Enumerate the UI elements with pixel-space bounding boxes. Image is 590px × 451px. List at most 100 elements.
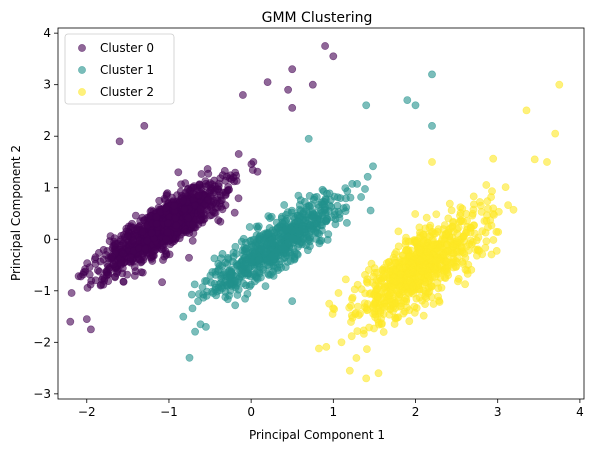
data-point: [305, 237, 314, 246]
data-point: [224, 253, 232, 262]
data-point: [126, 253, 135, 262]
data-point: [379, 328, 388, 336]
y-tick-label: 1: [43, 181, 51, 195]
data-point: [237, 237, 246, 246]
data-point: [352, 354, 361, 362]
data-point: [412, 294, 421, 303]
data-point: [137, 268, 146, 277]
data-point: [288, 104, 297, 112]
data-point: [194, 191, 203, 200]
data-point: [353, 327, 362, 335]
data-point: [152, 213, 161, 221]
data-point: [435, 296, 443, 305]
data-point: [415, 233, 424, 242]
data-point: [123, 270, 132, 279]
data-point: [185, 253, 193, 262]
data-point: [130, 271, 139, 280]
y-tick-label: 0: [43, 232, 51, 246]
data-point: [172, 221, 181, 230]
data-point: [288, 234, 296, 242]
data-point: [100, 274, 109, 283]
series-0: [66, 42, 338, 334]
data-point: [361, 270, 369, 279]
data-point: [484, 204, 492, 213]
data-point: [478, 227, 487, 235]
data-point: [328, 213, 336, 222]
data-point: [231, 301, 240, 310]
data-point: [159, 256, 167, 264]
data-point: [304, 134, 313, 143]
data-point: [342, 218, 351, 227]
data-point: [118, 239, 127, 248]
data-point: [453, 277, 462, 286]
legend-marker: [78, 44, 86, 52]
data-point: [361, 185, 369, 193]
data-point: [325, 299, 334, 308]
data-point: [428, 122, 436, 130]
data-point: [295, 240, 304, 248]
data-point: [405, 317, 414, 326]
data-point: [220, 268, 229, 277]
data-point: [246, 280, 255, 289]
data-point: [441, 230, 450, 239]
data-point: [432, 256, 441, 265]
data-point: [262, 247, 271, 256]
data-point: [188, 220, 197, 229]
data-point: [347, 318, 355, 326]
data-point: [487, 250, 496, 259]
x-axis-label: Principal Component 1: [249, 428, 385, 442]
data-point: [476, 201, 485, 210]
data-point: [483, 211, 491, 220]
legend-label: Cluster 1: [100, 63, 154, 77]
legend-label: Cluster 0: [100, 41, 154, 55]
data-point: [314, 210, 323, 219]
data-point: [466, 236, 475, 245]
data-point: [385, 291, 393, 299]
data-point: [403, 96, 412, 104]
data-point: [279, 219, 287, 228]
data-point: [119, 249, 128, 258]
data-point: [348, 293, 357, 302]
data-point: [305, 191, 314, 200]
data-point: [214, 182, 223, 191]
data-point: [161, 204, 170, 212]
data-point: [555, 80, 564, 89]
data-point: [481, 243, 490, 252]
data-point: [263, 256, 272, 265]
data-point: [233, 291, 242, 299]
data-point: [179, 312, 188, 321]
data-point: [117, 259, 125, 268]
legend-label: Cluster 2: [100, 85, 154, 99]
data-point: [251, 241, 260, 250]
data-point: [460, 232, 468, 241]
data-point: [91, 276, 100, 285]
data-point: [184, 214, 193, 222]
data-point: [353, 280, 362, 289]
data-point: [182, 228, 191, 237]
data-point: [268, 239, 277, 248]
data-point: [482, 237, 491, 246]
data-point: [431, 229, 440, 238]
data-point: [444, 214, 453, 223]
data-point: [421, 289, 430, 298]
data-point: [198, 283, 207, 292]
data-point: [408, 281, 417, 290]
data-point: [482, 181, 491, 189]
data-point: [223, 295, 232, 304]
data-point: [238, 246, 247, 255]
data-point: [469, 192, 478, 201]
data-point: [288, 65, 297, 74]
data-point: [204, 169, 213, 178]
data-point: [333, 201, 342, 210]
data-point: [210, 176, 219, 185]
data-point: [408, 268, 417, 277]
data-point: [163, 189, 172, 197]
data-point: [175, 234, 184, 243]
data-point: [129, 236, 137, 245]
data-point: [147, 229, 156, 237]
data-point: [246, 237, 255, 246]
series-1: [179, 70, 436, 362]
data-point: [449, 242, 457, 251]
data-point: [322, 342, 331, 351]
data-point: [225, 185, 233, 194]
